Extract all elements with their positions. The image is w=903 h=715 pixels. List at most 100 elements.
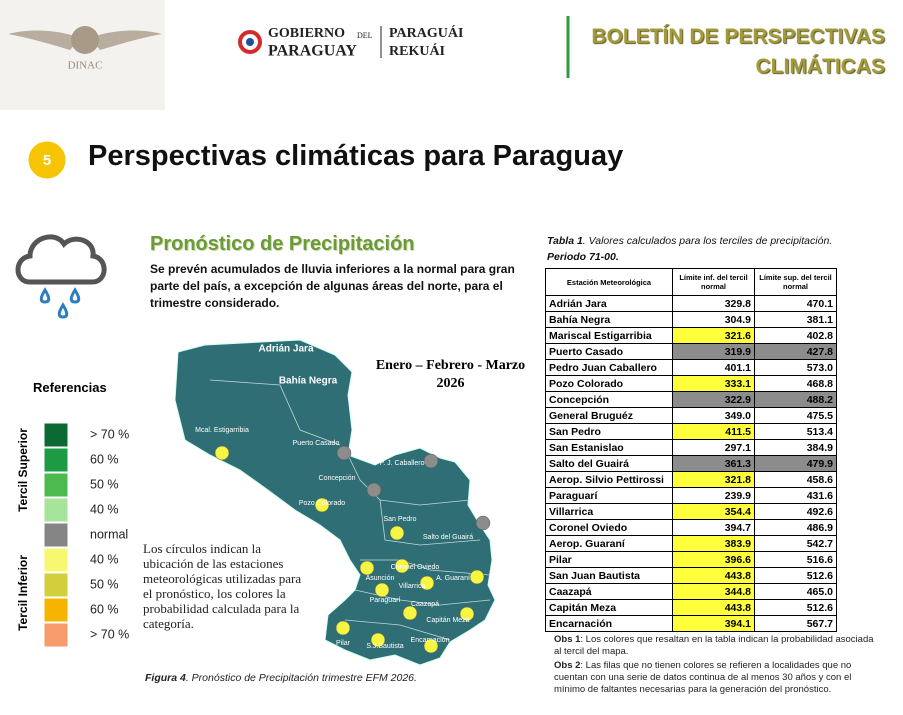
station-label: Puerto Casado bbox=[293, 440, 340, 447]
station-label: Pilar bbox=[336, 640, 351, 647]
table-row: Puerto Casado 319.9 427.8 bbox=[545, 343, 837, 360]
legend-label: normal bbox=[90, 527, 128, 541]
station-label: San Pedro bbox=[383, 516, 416, 523]
legend-swatch bbox=[43, 547, 69, 573]
station-dot bbox=[359, 560, 375, 576]
table-cell: 443.8 bbox=[672, 599, 755, 616]
station-dot bbox=[402, 605, 418, 621]
table-cell: 239.9 bbox=[672, 487, 755, 504]
table-cell: 361.3 bbox=[672, 455, 755, 472]
table-cell: 468.8 bbox=[754, 375, 837, 392]
forecast-description: Se prevén acumulados de lluvia inferiore… bbox=[150, 262, 515, 310]
table-row: San Pedro 411.5 513.4 bbox=[545, 423, 837, 440]
legend-swatch bbox=[43, 447, 69, 473]
table-cell: 475.5 bbox=[754, 407, 837, 424]
station-label: Asunción bbox=[366, 575, 395, 582]
legend-swatch bbox=[43, 572, 69, 598]
table-cell: Encarnación bbox=[545, 615, 673, 632]
forecast-period: Enero – Febrero - Marzo 2026 bbox=[368, 357, 533, 393]
station-dot bbox=[214, 445, 230, 461]
table-body: Adrián Jara 329.8 470.1 Bahía Negra 304.9 381… bbox=[545, 295, 837, 632]
motto-1: PARAGUÁI bbox=[389, 24, 463, 41]
bulletin-title: BOLETÍN DE PERSPECTIVAS CLIMÁTICAS bbox=[591, 22, 885, 82]
bulletin-title-line: CLIMÁTICAS bbox=[755, 55, 886, 78]
station-label: Bahía Negra bbox=[279, 376, 338, 387]
table-cell: 401.1 bbox=[672, 359, 755, 376]
legend-label: 60 % bbox=[90, 602, 119, 616]
station-dot bbox=[475, 515, 491, 531]
table-caption-period: Periodo 71-00. bbox=[547, 251, 619, 263]
table-cell: 322.9 bbox=[672, 391, 755, 408]
table-cell: Paraguarí bbox=[545, 487, 673, 504]
note-label: Obs 2 bbox=[554, 660, 581, 671]
station-dot bbox=[314, 497, 330, 513]
table-row: Adrián Jara 329.8 470.1 bbox=[545, 295, 837, 312]
table-header-cell: Estación Meteorológica bbox=[545, 268, 673, 296]
table-row: Caazapá 344.8 465.0 bbox=[545, 583, 837, 600]
motto-2: REKUÁI bbox=[389, 42, 445, 59]
table-cell: 479.9 bbox=[754, 455, 837, 472]
table-cell: Aerop. Guaraní bbox=[545, 535, 673, 552]
station-label: Capitán Meza bbox=[426, 617, 469, 624]
station-dot bbox=[336, 445, 352, 461]
legend-label: 60 % bbox=[90, 452, 119, 466]
table-cell: Salto del Guairá bbox=[545, 455, 673, 472]
legend-title: Referencias bbox=[33, 380, 107, 395]
table-cell: 488.2 bbox=[754, 391, 837, 408]
section-title: Perspectivas climáticas para Paraguay bbox=[88, 140, 624, 172]
table-row: Pilar 396.6 516.6 bbox=[545, 551, 837, 568]
table-row: Aerop. Guaraní 383.9 542.7 bbox=[545, 535, 837, 552]
legend: > 70 % 60 % 50 % 40 % normal 40 % 50 % 60 % > 70… bbox=[43, 422, 129, 648]
note-text: : Los colores que resaltan en la tabla i… bbox=[554, 634, 874, 657]
station-dot bbox=[374, 582, 390, 598]
legend-swatch bbox=[43, 422, 69, 448]
station-dot bbox=[459, 606, 475, 622]
table-cell: General Bruguéz bbox=[545, 407, 673, 424]
station-dot bbox=[423, 638, 439, 654]
station-label: Mcal. Estigarribia bbox=[195, 427, 249, 434]
table-cell: Villarrica bbox=[545, 503, 673, 520]
table-cell: 465.0 bbox=[754, 583, 837, 600]
table-cell: 304.9 bbox=[672, 311, 755, 328]
station-label: P. J. Caballero bbox=[379, 460, 424, 467]
station-label: S.J.Bautista bbox=[366, 643, 403, 650]
table-cell: 383.9 bbox=[672, 535, 755, 552]
table-cell: 384.9 bbox=[754, 439, 837, 456]
table-cell: 542.7 bbox=[754, 535, 837, 552]
table-cell: 381.1 bbox=[754, 311, 837, 328]
figure-caption: Figura 4. Pronóstico de Precipitación tr… bbox=[145, 672, 417, 684]
table-cell: 394.7 bbox=[672, 519, 755, 536]
table-cell: 297.1 bbox=[672, 439, 755, 456]
station-label: Encarnación bbox=[411, 637, 450, 644]
table-row: San Juan Bautista 443.8 512.6 bbox=[545, 567, 837, 584]
period: Enero – Febrero - Marzo bbox=[375, 358, 526, 373]
table-cell: Aerop. Silvio Pettirossi bbox=[545, 471, 673, 488]
station-dot bbox=[389, 525, 405, 541]
legend-label: > 70 % bbox=[90, 427, 129, 441]
table-cell: 321.6 bbox=[672, 327, 755, 344]
table-header: Estación Meteorológica Límite inf. del te… bbox=[545, 268, 837, 296]
table-row: Pedro Juan Caballero 401.1 573.0 bbox=[545, 359, 837, 376]
table-row: Mariscal Estigarribia 321.6 402.8 bbox=[545, 327, 837, 344]
table-cell: Mariscal Estigarribia bbox=[545, 327, 673, 344]
table-cell: 516.6 bbox=[754, 551, 837, 568]
table-cell: 319.9 bbox=[672, 343, 755, 360]
table-cell: San Juan Bautista bbox=[545, 567, 673, 584]
section-badge bbox=[25, 138, 69, 182]
note: Obs 2: Las filas que no tienen colores s… bbox=[554, 660, 874, 696]
table-cell: 349.0 bbox=[672, 407, 755, 424]
table-row: Paraguarí 239.9 431.6 bbox=[545, 487, 837, 504]
station-dot bbox=[419, 575, 435, 591]
table-row: Salto del Guairá 361.3 479.9 bbox=[545, 455, 837, 472]
logo-bg bbox=[0, 0, 165, 110]
table-cell: 443.8 bbox=[672, 567, 755, 584]
table-row: Aerop. Silvio Pettirossi 321.8 458.6 bbox=[545, 471, 837, 488]
station-label: A. Guaraní bbox=[436, 575, 470, 582]
caption-text: . Pronóstico de Precipitación trimestre … bbox=[185, 672, 417, 684]
table-cell: 427.8 bbox=[754, 343, 837, 360]
year: 2026 bbox=[436, 376, 465, 391]
legend-swatch bbox=[43, 522, 69, 548]
station-dot bbox=[469, 569, 485, 585]
station-dot bbox=[335, 620, 351, 636]
